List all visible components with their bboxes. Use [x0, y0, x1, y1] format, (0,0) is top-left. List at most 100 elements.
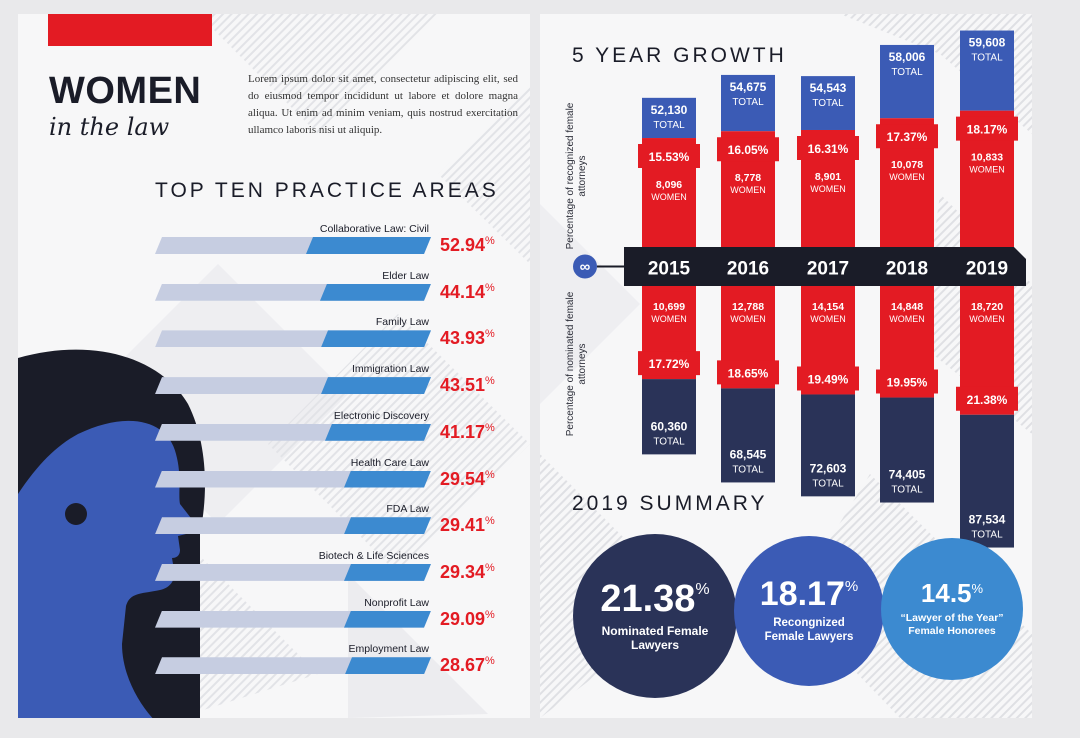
timeline-band — [624, 247, 1026, 286]
right-page: 5 YEAR GROWTH Percentage of recognized f… — [540, 14, 1032, 718]
recognized-percent-tag — [956, 116, 1018, 141]
summary-title: 2019 SUMMARY — [572, 492, 768, 515]
practice-area-label: Collaborative Law: Civil — [319, 223, 429, 235]
year-label: 2018 — [886, 259, 928, 280]
recognized-total-bar — [642, 97, 696, 139]
practice-area-value: 52.94% — [440, 235, 495, 255]
practice-area-bar — [321, 377, 431, 394]
recognized-women-label: WOMEN — [889, 172, 925, 182]
recognized-total-label: TOTAL — [732, 97, 764, 108]
nominated-total-bar — [801, 394, 855, 497]
nominated-total-bar — [960, 414, 1014, 548]
recognized-total-label: TOTAL — [812, 98, 844, 109]
nominated-women-value: 14,154 — [812, 301, 844, 313]
practice-area-label: Family Law — [375, 316, 429, 329]
practice-area-row: Nonprofit Law 29.09% — [155, 597, 515, 637]
summary-honorees-circle: 14.5% “Lawyer of the Year” Female Honore… — [881, 538, 1023, 680]
practice-area-value: 29.54% — [440, 468, 495, 489]
recognized-total-label: TOTAL — [971, 53, 1003, 64]
nominated-women-label: WOMEN — [651, 314, 687, 324]
red-accent-tab — [48, 14, 212, 46]
nominated-total-value: 60,360 — [651, 419, 688, 433]
practice-area-bar — [325, 424, 431, 441]
growth-title: 5 YEAR GROWTH — [572, 44, 787, 67]
summary-value: 18.17% — [759, 575, 859, 614]
practice-area-bar — [306, 237, 431, 254]
year-label: 2017 — [807, 259, 849, 280]
practice-area-label: Immigration Law — [351, 363, 429, 376]
summary-recognized-circle: 18.17% Recongnized Female Lawyers — [734, 536, 884, 686]
recognized-women-label: WOMEN — [651, 192, 687, 202]
summary-caption: Recongnized Female Lawyers — [764, 617, 854, 643]
recognized-percent-tag — [797, 135, 859, 160]
intro-paragraph: Lorem ipsum dolor sit amet, consectetur … — [248, 73, 518, 136]
nominated-total-label: TOTAL — [732, 464, 764, 475]
nominated-percent-tag — [717, 360, 779, 385]
recognized-total-label: TOTAL — [891, 67, 923, 78]
practice-area-value: 43.93% — [440, 328, 495, 349]
practice-area-value: 29.09% — [440, 608, 495, 629]
practice-area-bar — [320, 284, 431, 301]
practice-area-label: Elder Law — [382, 269, 429, 282]
nominated-percent-value: 17.72% — [649, 357, 690, 371]
recognized-total-value: 54,543 — [810, 81, 847, 95]
practice-area-label: Health Care Law — [350, 456, 429, 469]
recognized-total-value: 52,130 — [651, 103, 688, 117]
growth-chart: ∞52,130TOTAL15.53%8,096WOMEN201510,699WO… — [573, 30, 1026, 548]
practice-areas-title: TOP TEN PRACTICE AREAS — [155, 179, 499, 202]
practice-area-bar — [344, 517, 431, 534]
recognized-total-value: 59,608 — [969, 36, 1006, 50]
nominated-total-label: TOTAL — [891, 485, 923, 496]
practice-area-label: Employment Law — [348, 643, 429, 656]
nominated-percent-tag — [876, 369, 938, 394]
practice-area-bar — [321, 330, 431, 347]
nominated-women-value: 12,788 — [732, 301, 764, 313]
recognized-total-value: 54,675 — [730, 80, 767, 94]
nominated-total-label: TOTAL — [971, 530, 1003, 541]
nominated-total-value: 68,545 — [730, 447, 767, 461]
recognized-women-value: 10,833 — [971, 152, 1003, 164]
link-icon-glyph: ∞ — [580, 259, 591, 276]
practice-area-bar — [345, 657, 431, 674]
recognized-women-value: 10,078 — [891, 159, 923, 171]
practice-area-value: 28.67% — [440, 655, 495, 676]
practice-area-label: FDA Law — [386, 503, 429, 516]
summary-nominated-circle: 21.38% Nominated Female Lawyers — [573, 534, 737, 698]
recognized-women-label: WOMEN — [969, 165, 1005, 175]
nominated-total-value: 72,603 — [810, 461, 847, 475]
practice-area-label: Electronic Discovery — [333, 409, 429, 422]
recognized-women-label: WOMEN — [730, 185, 766, 195]
nominated-women-label: WOMEN — [810, 314, 846, 324]
recognized-women-value: 8,778 — [735, 172, 761, 184]
nominated-women-label: WOMEN — [730, 314, 766, 324]
practice-area-value: 44.14% — [440, 281, 495, 302]
nominated-percent-value: 21.38% — [967, 393, 1008, 407]
practice-area-bar — [344, 611, 431, 628]
practice-area-value: 41.17% — [440, 421, 495, 442]
nominated-percent-value: 19.49% — [808, 372, 849, 386]
recognized-women-value: 8,901 — [815, 171, 841, 183]
nominated-women-label: WOMEN — [969, 314, 1005, 324]
recognized-women-value: 8,096 — [656, 179, 682, 191]
recognized-percent-tag — [876, 124, 938, 149]
recognized-total-label: TOTAL — [653, 120, 685, 131]
nominated-percent-tag — [638, 351, 700, 376]
recognized-total-bar — [960, 30, 1014, 111]
recognized-percent-tag — [717, 137, 779, 162]
year-label: 2019 — [966, 259, 1008, 280]
summary-caption: “Lawyer of the Year” Female Honorees — [900, 612, 1004, 637]
recognized-total-bar — [880, 44, 934, 119]
practice-area-row: Health Care Law 29.54% — [155, 457, 515, 497]
page-title: WOMEN — [49, 70, 202, 112]
nominated-women-label: WOMEN — [889, 314, 925, 324]
nominated-women-value: 18,720 — [971, 301, 1003, 313]
recognized-percent-value: 18.17% — [967, 123, 1008, 137]
nominated-women-value: 14,848 — [891, 301, 923, 313]
nominated-total-bar — [642, 379, 696, 455]
year-label: 2015 — [648, 259, 691, 280]
recognized-percent-value: 17.37% — [887, 130, 928, 144]
recognized-total-value: 58,006 — [889, 50, 926, 64]
practice-area-row: Electronic Discovery 41.17% — [155, 410, 515, 450]
practice-area-row: Biotech & Life Sciences 29.34% — [155, 550, 515, 590]
practice-area-row: Elder Law 44.14% — [155, 270, 515, 310]
